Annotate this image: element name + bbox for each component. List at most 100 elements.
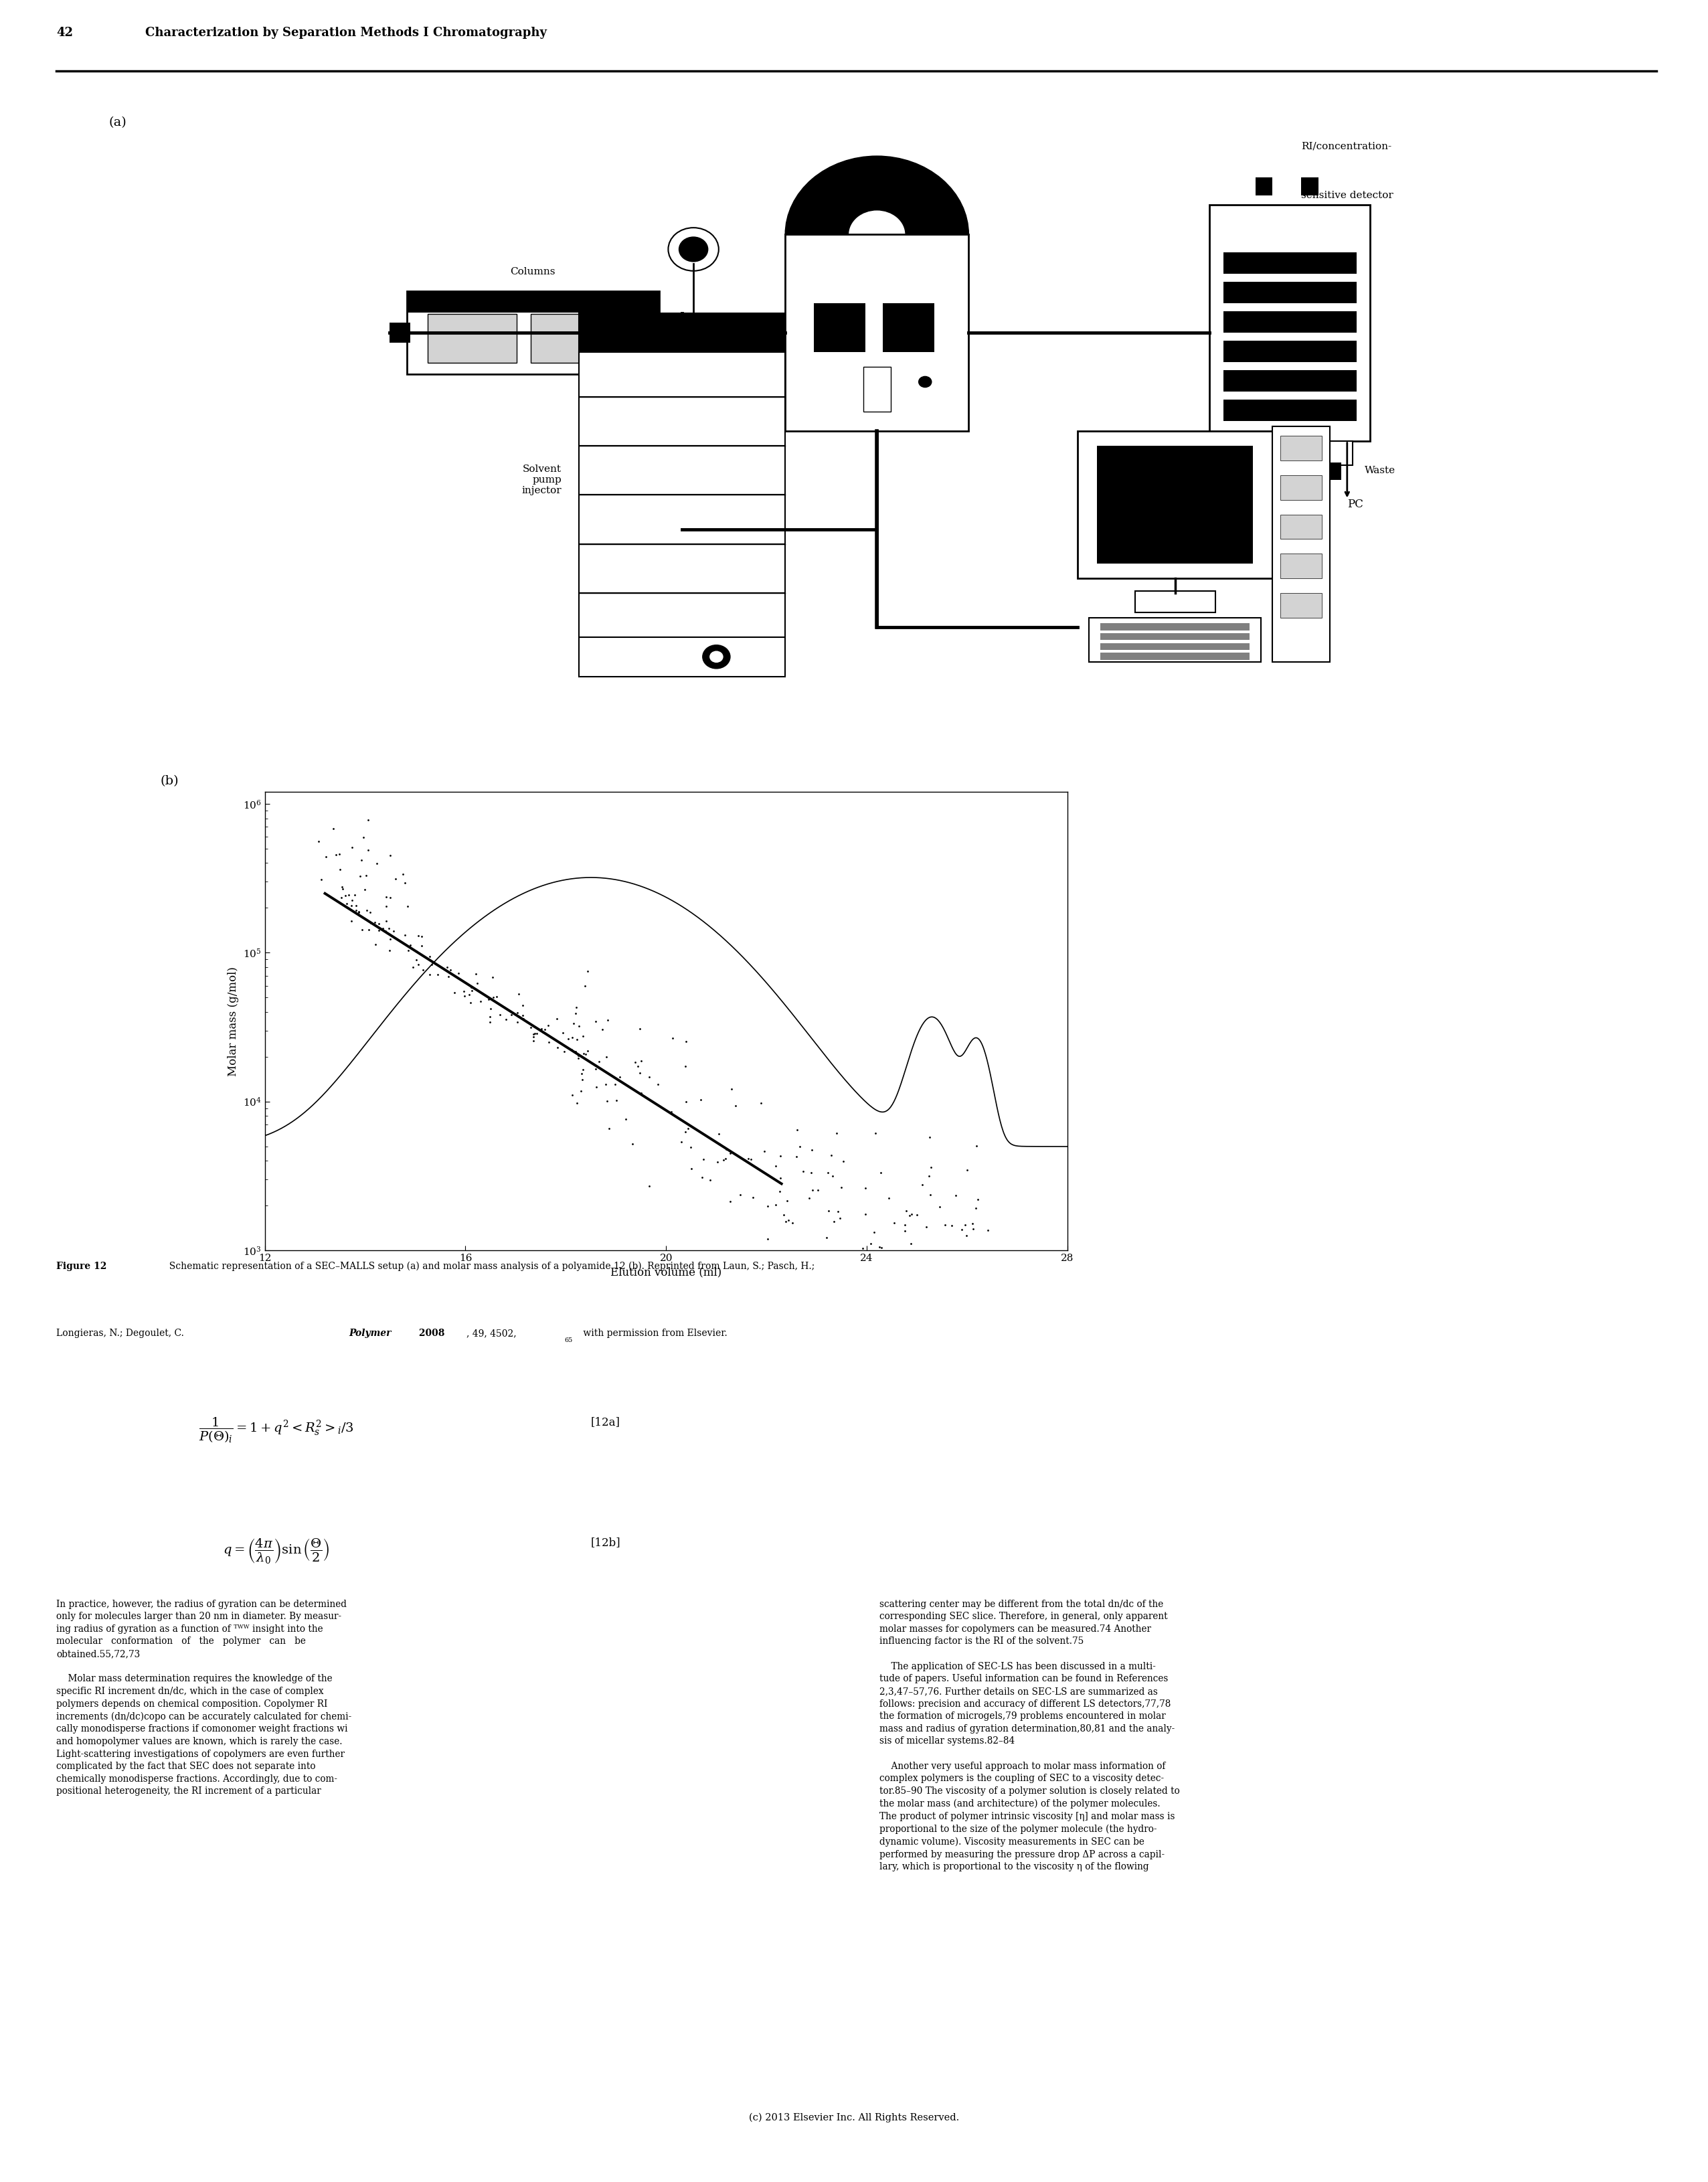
Text: (b): (b) xyxy=(161,775,179,788)
Point xyxy=(960,1211,987,1246)
Point xyxy=(451,978,478,1012)
Point xyxy=(343,892,371,927)
Point xyxy=(437,951,465,986)
Point xyxy=(396,927,424,962)
Point xyxy=(408,927,436,962)
Point xyxy=(917,1150,945,1185)
Point xyxy=(400,932,427,967)
Point xyxy=(408,919,436,954)
Point xyxy=(420,945,447,980)
Point xyxy=(796,1180,823,1215)
Point xyxy=(313,840,340,875)
Point xyxy=(376,921,403,956)
Point xyxy=(350,873,377,908)
Point xyxy=(898,1198,926,1233)
Text: Polymer: Polymer xyxy=(348,1329,391,1338)
Bar xyxy=(407,290,659,375)
Bar xyxy=(579,637,786,676)
Point xyxy=(434,949,461,984)
Point xyxy=(456,986,483,1021)
Point xyxy=(659,1021,687,1056)
Point xyxy=(555,1021,582,1056)
Point xyxy=(335,877,362,912)
Point xyxy=(559,1078,586,1113)
Point xyxy=(564,1039,591,1074)
Point xyxy=(818,1137,845,1172)
Bar xyxy=(1223,399,1356,421)
Text: Columns: Columns xyxy=(511,266,555,277)
Point xyxy=(543,1002,570,1036)
Point xyxy=(523,1017,550,1052)
Point xyxy=(456,978,483,1012)
Text: (a): (a) xyxy=(109,116,126,129)
Point xyxy=(395,932,422,967)
Point xyxy=(535,1026,562,1060)
Circle shape xyxy=(678,236,709,262)
Circle shape xyxy=(702,646,729,668)
Point xyxy=(765,1174,793,1209)
Point xyxy=(444,956,471,991)
Point xyxy=(762,1187,789,1222)
Point xyxy=(468,984,495,1019)
Bar xyxy=(1255,177,1272,194)
Point xyxy=(635,1167,663,1202)
Bar xyxy=(531,314,620,362)
Point xyxy=(492,1002,519,1036)
Point xyxy=(593,1067,620,1102)
Text: (c) 2013 Elsevier Inc. All Rights Reserved.: (c) 2013 Elsevier Inc. All Rights Reserv… xyxy=(748,2112,960,2123)
Point xyxy=(668,1124,695,1159)
Text: , 49, 4502,: , 49, 4502, xyxy=(466,1329,518,1338)
Point xyxy=(357,906,384,940)
Point xyxy=(917,1176,945,1211)
Bar xyxy=(883,303,934,351)
Point xyxy=(366,906,393,940)
Point xyxy=(629,1076,656,1111)
Point xyxy=(328,879,355,914)
Point xyxy=(569,1063,596,1098)
Point xyxy=(487,997,514,1032)
Point xyxy=(586,1045,613,1080)
Point xyxy=(849,1231,876,1266)
Point xyxy=(857,1226,885,1261)
Point xyxy=(564,1087,591,1122)
Point xyxy=(716,1185,743,1220)
Bar xyxy=(1281,515,1322,539)
Point xyxy=(582,1004,610,1039)
Point xyxy=(345,895,372,930)
Bar xyxy=(656,323,676,343)
Point xyxy=(574,1034,601,1069)
Point xyxy=(593,1039,620,1074)
Point xyxy=(560,1006,588,1041)
Point xyxy=(786,1128,813,1163)
Point xyxy=(389,858,417,892)
Point xyxy=(338,884,366,919)
Point xyxy=(675,1111,702,1146)
Bar xyxy=(1100,624,1250,631)
Text: PC: PC xyxy=(1348,500,1363,511)
Point xyxy=(352,858,379,892)
Point xyxy=(974,1213,1001,1248)
Point xyxy=(569,1019,596,1054)
Bar xyxy=(1281,554,1322,578)
Point xyxy=(738,1141,765,1176)
Point xyxy=(897,1226,924,1261)
Point xyxy=(770,1198,798,1233)
Point xyxy=(625,1012,652,1047)
Point xyxy=(366,912,393,947)
Bar xyxy=(579,312,786,351)
Bar xyxy=(579,495,786,543)
Point xyxy=(354,892,381,927)
Point xyxy=(731,1143,758,1178)
Point xyxy=(798,1132,825,1167)
Point xyxy=(594,1084,622,1119)
Point xyxy=(601,1067,629,1102)
Point xyxy=(565,1041,593,1076)
Bar xyxy=(863,367,890,410)
Point xyxy=(772,1204,799,1239)
Point xyxy=(815,1154,842,1189)
Circle shape xyxy=(668,227,719,271)
Text: Characterization by Separation Methods I Chromatography: Characterization by Separation Methods I… xyxy=(145,26,547,39)
Point xyxy=(458,973,485,1008)
Point xyxy=(881,1207,909,1242)
Point xyxy=(550,1034,577,1069)
